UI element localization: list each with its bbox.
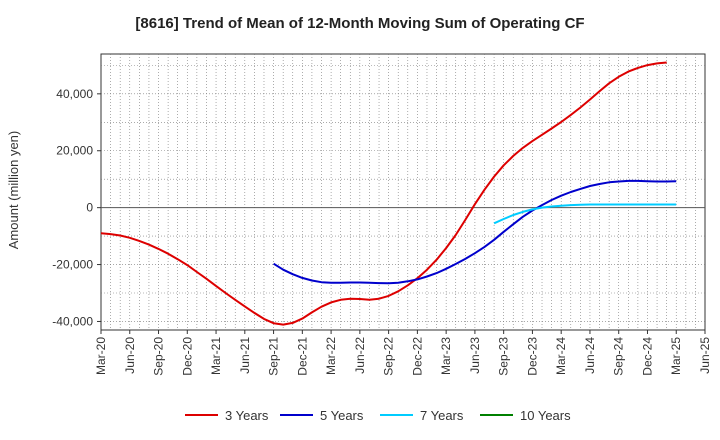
y-tick-label: -20,000 xyxy=(52,258,93,272)
x-tick-label: Dec-23 xyxy=(525,337,539,376)
x-tick-label: Dec-24 xyxy=(640,337,654,376)
x-tick-label: Mar-22 xyxy=(324,337,338,375)
x-tick-label: Jun-20 xyxy=(123,337,137,374)
series-line-7-years xyxy=(493,203,677,225)
chart-title: [8616] Trend of Mean of 12-Month Moving … xyxy=(135,15,584,32)
y-tick-label: -40,000 xyxy=(52,314,93,328)
x-tick-label: Sep-23 xyxy=(497,337,511,376)
legend-label: 5 Years xyxy=(320,408,364,423)
plot-area xyxy=(100,53,706,331)
series-line-5-years xyxy=(273,179,677,285)
x-tick-label: Dec-20 xyxy=(180,337,194,376)
x-tick-label: Sep-22 xyxy=(382,337,396,376)
legend-label: 7 Years xyxy=(420,408,464,423)
x-tick-label: Sep-21 xyxy=(267,337,281,376)
x-tick-label: Sep-24 xyxy=(612,337,626,376)
y-tick-label: 20,000 xyxy=(56,144,93,158)
x-tick-label: Mar-25 xyxy=(669,337,683,375)
x-tick-label: Sep-20 xyxy=(152,337,166,376)
x-tick-label: Mar-24 xyxy=(554,337,568,375)
x-tick-label: Mar-20 xyxy=(94,337,108,375)
x-tick-label: Dec-21 xyxy=(295,337,309,376)
y-axis-label: Amount (million yen) xyxy=(6,131,21,250)
x-tick-label: Jun-25 xyxy=(698,337,712,374)
x-tick-label: Jun-21 xyxy=(238,337,252,374)
x-ticks: Mar-20 Jun-20 Sep-20 Dec-20 Mar-21 Jun-21 Sep-… xyxy=(94,330,712,376)
x-tick-label: Mar-21 xyxy=(209,337,223,375)
x-tick-label: Jun-22 xyxy=(353,337,367,374)
series-line-3-years xyxy=(100,61,667,326)
y-tick-label: 40,000 xyxy=(56,87,93,101)
x-tick-label: Jun-23 xyxy=(468,337,482,374)
x-tick-label: Mar-23 xyxy=(439,337,453,375)
x-tick-label: Jun-24 xyxy=(583,337,597,374)
x-tick-label: Dec-22 xyxy=(410,337,424,376)
series-layer xyxy=(100,61,677,326)
y-ticks: -40,000 -20,000 0 20,000 40,000 xyxy=(52,87,101,328)
legend-label: 3 Years xyxy=(225,408,269,423)
y-tick-label: 0 xyxy=(86,201,93,215)
legend-label: 10 Years xyxy=(520,408,571,423)
legend: 3 Years 5 Years 7 Years 10 Years xyxy=(185,408,571,423)
